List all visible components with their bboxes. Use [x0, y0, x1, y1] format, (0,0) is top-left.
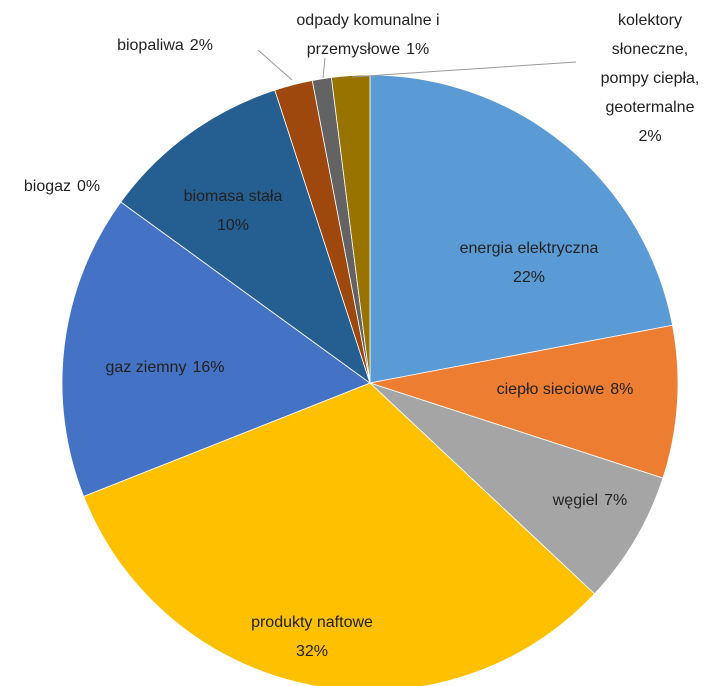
slice-label: kolektory słoneczne, pompy ciepła, geote… [591, 6, 709, 151]
leader-line [257, 49, 293, 81]
leader-line [322, 57, 326, 79]
slice-label: biopaliwa 2% [95, 31, 235, 60]
pie-slice [369, 324, 679, 479]
category-label: produkty naftowe [251, 614, 373, 631]
value-label: 16% [192, 359, 225, 376]
slice-label: biomasa stała 10% [153, 182, 313, 240]
slice-label: odpady komunalne i przemysłowe 1% [273, 6, 463, 64]
slice-label: węgiel 7% [510, 486, 670, 515]
pie-slice [61, 201, 371, 497]
leader-line [351, 61, 577, 78]
category-label: gaz ziemny [105, 359, 187, 376]
pie-slice [369, 74, 674, 384]
category-label: kolektory słoneczne, pompy ciepła, geote… [600, 12, 700, 116]
value-label: 2% [638, 128, 662, 145]
category-label: biopaliwa [117, 37, 184, 54]
slice-label: produkty naftowe 32% [202, 608, 422, 666]
pie-slice [120, 89, 371, 385]
slice-label: ciepło sieciowe 8% [455, 375, 675, 404]
value-label: 2% [189, 37, 213, 54]
category-label: węgiel [552, 492, 599, 509]
value-label: 7% [604, 492, 628, 509]
category-label: biogaz [23, 178, 72, 195]
pie-slice [369, 382, 664, 595]
value-label: 10% [216, 217, 250, 234]
slice-label: gaz ziemny 16% [65, 353, 265, 382]
slice-label: energia elektryczna 22% [419, 234, 639, 292]
pie-slice [83, 382, 596, 686]
value-label: 0% [77, 178, 101, 195]
value-label: 1% [406, 41, 430, 58]
category-label: ciepło sieciowe [496, 381, 605, 398]
slice-label: biogaz 0% [7, 172, 117, 201]
value-label: 8% [610, 381, 634, 398]
pie-slice [330, 74, 371, 384]
value-label: 22% [512, 269, 546, 286]
category-label: odpady komunalne i przemysłowe [296, 12, 440, 58]
value-label: 32% [295, 643, 329, 660]
category-label: biomasa stała [183, 188, 283, 205]
category-label: energia elektryczna [459, 240, 599, 257]
